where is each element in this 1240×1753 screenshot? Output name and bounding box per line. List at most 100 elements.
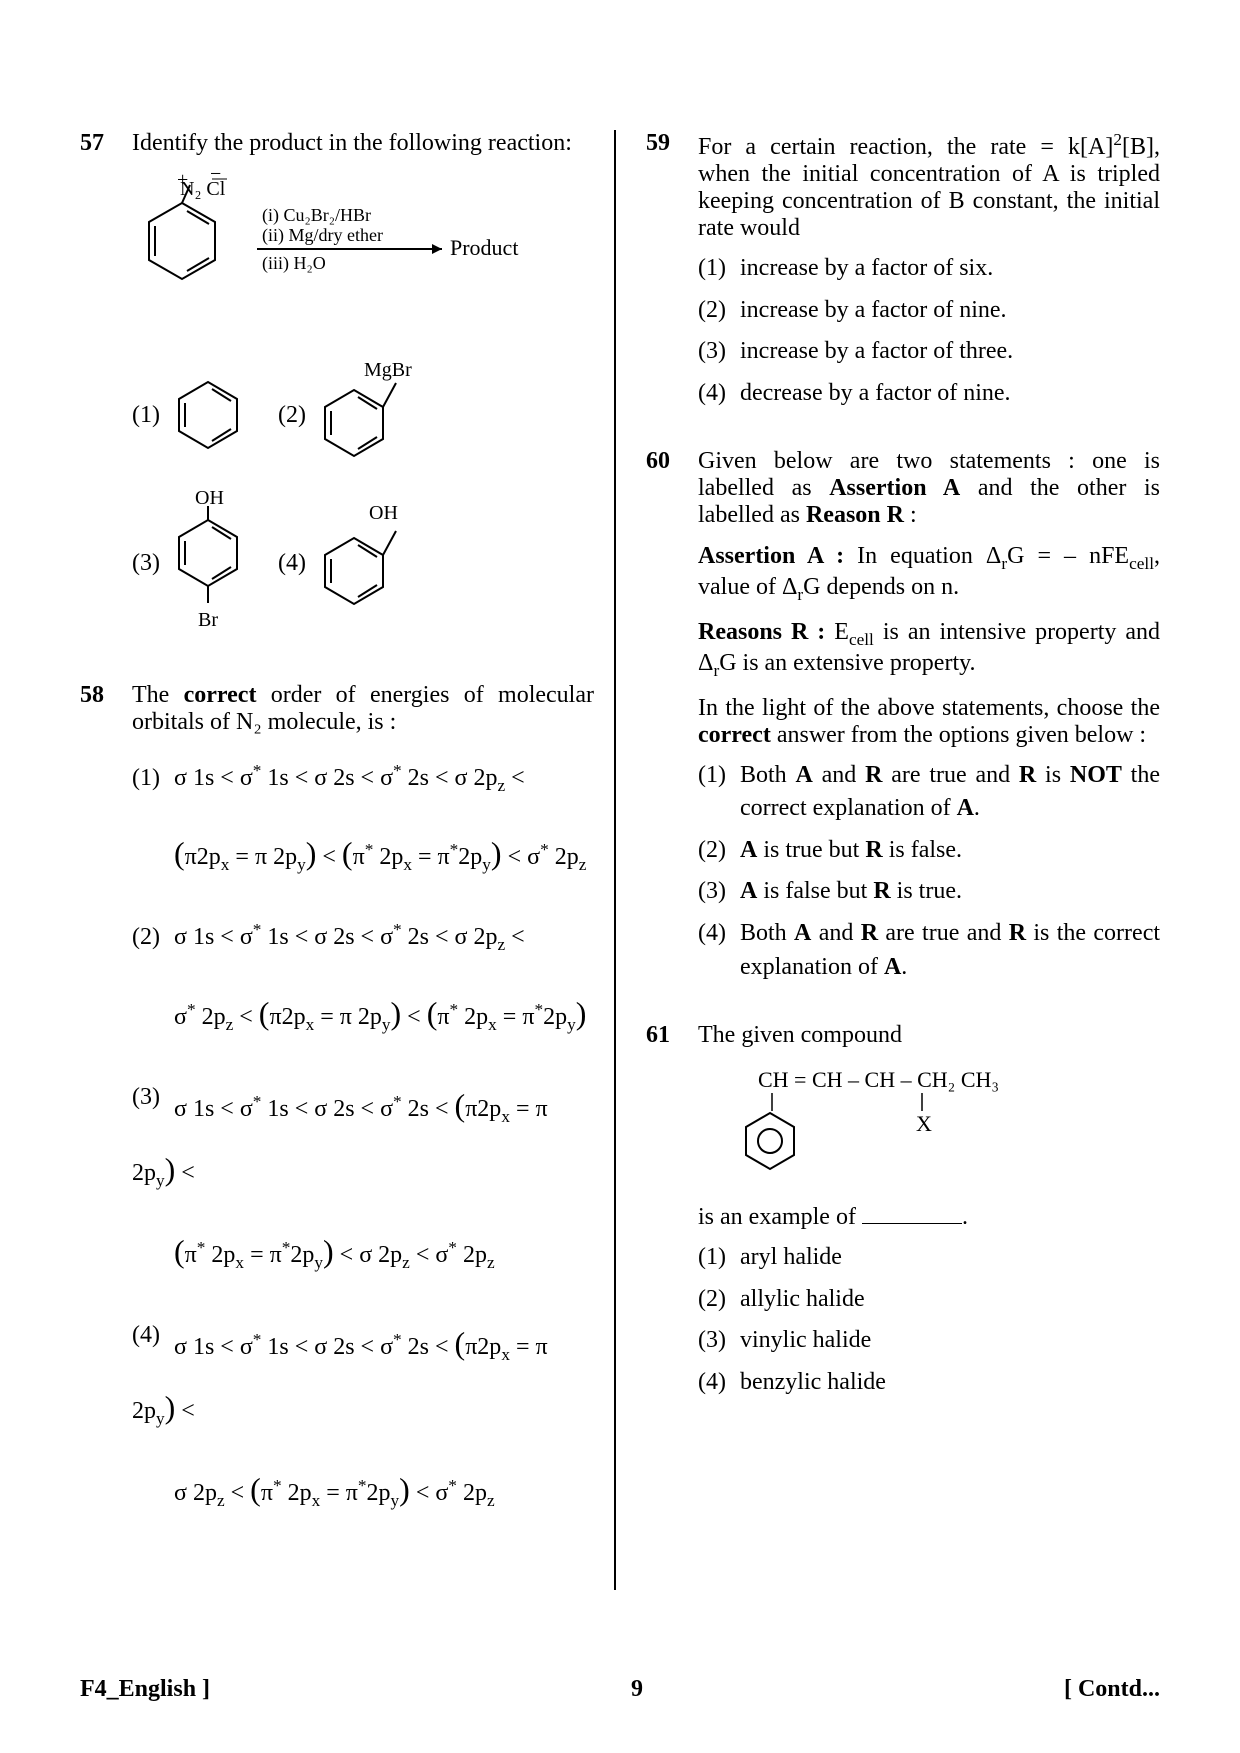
opt-label: (3) xyxy=(698,1324,740,1358)
q59-opt2: (2)increase by a factor of nine. xyxy=(698,294,1160,328)
question-body: For a certain reaction, the rate = k[A]2… xyxy=(698,130,1160,418)
t: R xyxy=(865,837,882,863)
t: Both xyxy=(740,762,795,788)
t: G depends on n. xyxy=(803,574,959,600)
t: : xyxy=(904,502,917,528)
q58-o2-l1: σ 1s < σ* 1s < σ 2s < σ* 2s < σ 2pz < xyxy=(174,924,525,950)
q58-opt3: (3)σ 1s < σ* 1s < σ 2s < σ* 2s < (π2px =… xyxy=(132,1073,594,1283)
t: is an example of xyxy=(698,1204,862,1230)
q58-t1: The xyxy=(132,682,184,708)
q57-opt1-svg xyxy=(168,370,248,460)
q60-reason: Reasons R : Ecell is an intensive proper… xyxy=(698,619,1160,681)
opt-label: (1) xyxy=(698,252,740,286)
opt-text: decrease by a factor of nine. xyxy=(740,377,1011,411)
question-58: 58 The correct order of energies of mole… xyxy=(80,682,594,1549)
q61-isexample: is an example of . xyxy=(698,1204,1160,1231)
t: . xyxy=(901,954,907,980)
q60-opt1: (1)Both A and R are true and R is NOT th… xyxy=(698,759,1160,826)
t: are true and xyxy=(878,920,1009,946)
question-60: 60 Given below are two statements : one … xyxy=(646,448,1160,992)
arrow-product-label: Product xyxy=(450,235,518,260)
compound-line1: CH = CH – CH – CH₂ CH₃ xyxy=(758,1067,999,1092)
q59-text: For a certain reaction, the rate = k[A]2… xyxy=(698,130,1160,242)
question-57: 57 Identify the product in the following… xyxy=(80,130,594,656)
q57-opt4-svg: OH xyxy=(314,503,414,623)
opt-text: increase by a factor of six. xyxy=(740,252,993,286)
label-mgbr: MgBr xyxy=(364,360,412,381)
t: E xyxy=(825,619,849,645)
footer-left: F4_English ] xyxy=(80,1676,210,1703)
question-text: Identify the product in the following re… xyxy=(132,130,594,157)
q61-compound-svg: CH = CH – CH – CH₂ CH₃ X xyxy=(698,1063,1058,1183)
q61-text: The given compound xyxy=(698,1022,1160,1049)
opt-text: Both A and R are true and R is the corre… xyxy=(740,917,1160,984)
page-content: 57 Identify the product in the following… xyxy=(80,130,1160,1590)
q61-opt3: (3)vinylic halide xyxy=(698,1324,1160,1358)
opt-label: (3) xyxy=(132,1073,174,1121)
t: cell xyxy=(849,630,874,649)
q61-opt2: (2)allylic halide xyxy=(698,1283,1160,1317)
q57-options-row1: (1) (2) MgBr xyxy=(132,360,594,470)
q61-opt1: (1)aryl halide xyxy=(698,1241,1160,1275)
opt-text: benzylic halide xyxy=(740,1366,886,1400)
t: In equation Δ xyxy=(844,543,1001,569)
q58-o3-l2: (π* 2px = π*2py) < σ 2pz < σ* 2pz xyxy=(174,1219,594,1283)
q57-opt3-label: (3) xyxy=(132,550,160,577)
opt-label: (3) xyxy=(698,875,740,909)
footer-right: [ Contd... xyxy=(1064,1676,1160,1703)
t: G = – nFE xyxy=(1007,543,1129,569)
t: is false. xyxy=(883,837,962,863)
column-divider xyxy=(614,130,616,1590)
question-number: 57 xyxy=(80,130,132,656)
q58-o1-l2: (π2px = π 2py) < (π* 2px = π*2py) < σ* 2… xyxy=(174,821,594,885)
q58-opt4: (4)σ 1s < σ* 1s < σ 2s < σ* 2s < (π2px =… xyxy=(132,1311,594,1521)
opt-text: allylic halide xyxy=(740,1283,865,1317)
q58-o4-l2: σ 2pz < (π* 2px = π*2py) < σ* 2pz xyxy=(174,1457,594,1521)
opt-label: (1) xyxy=(698,759,740,826)
question-59: 59 For a certain reaction, the rate = k[… xyxy=(646,130,1160,418)
q57-opt2-svg: MgBr xyxy=(314,360,414,470)
t: A xyxy=(884,954,901,980)
t: Assertion A xyxy=(829,475,960,501)
q57-reaction-svg: + − N₂ Cl (i) Cu₂Br₂/HBr (ii) Mg/dry eth… xyxy=(132,171,552,321)
opt-text: aryl halide xyxy=(740,1241,842,1275)
q60-assertion: Assertion A : In equation ΔrG = – nFEcel… xyxy=(698,543,1160,605)
opt-text: vinylic halide xyxy=(740,1324,871,1358)
reagent-2: (ii) Mg/dry ether xyxy=(262,225,383,246)
reagent-3: (iii) H₂O xyxy=(262,253,326,274)
question-number: 61 xyxy=(646,1022,698,1407)
t: G is an extensive property. xyxy=(719,650,975,676)
q57-opt2-label: (2) xyxy=(278,402,306,429)
question-body: The given compound CH = CH – CH – CH₂ CH… xyxy=(698,1022,1160,1407)
q59-opt4: (4)decrease by a factor of nine. xyxy=(698,377,1160,411)
q58-opt2: (2)σ 1s < σ* 1s < σ 2s < σ* 2s < σ 2pz <… xyxy=(132,913,594,1044)
label-br3: Br xyxy=(198,609,218,631)
label-oh4: OH xyxy=(369,503,398,524)
q60-choose: In the light of the above statements, ch… xyxy=(698,695,1160,749)
q58-o2-l2: σ* 2pz < (π2px = π 2py) < (π* 2px = π*2p… xyxy=(174,981,594,1045)
q57-opt3-pair: (3) OH Br xyxy=(132,488,248,638)
t: . xyxy=(974,795,980,821)
t: is true but xyxy=(757,837,865,863)
t: R xyxy=(861,920,878,946)
q58-text: The correct order of energies of molecul… xyxy=(132,682,594,736)
opt-text: Both A and R are true and R is NOT the c… xyxy=(740,759,1160,826)
q60-intro: Given below are two statements : one is … xyxy=(698,448,1160,529)
t: are true and xyxy=(882,762,1018,788)
t: R xyxy=(1009,920,1026,946)
opt-label: (4) xyxy=(132,1311,174,1359)
compound-x: X xyxy=(916,1111,932,1136)
t: A xyxy=(795,762,812,788)
right-column: 59 For a certain reaction, the rate = k[… xyxy=(636,130,1160,1590)
question-body: Given below are two statements : one is … xyxy=(698,448,1160,992)
t: and xyxy=(813,762,865,788)
q57-opt3-svg: OH Br xyxy=(168,488,248,638)
opt-label: (1) xyxy=(132,754,174,802)
q57-opt4-label: (4) xyxy=(278,550,306,577)
q60-opt3: (3)A is false but R is true. xyxy=(698,875,1160,909)
q60-opt4: (4)Both A and R are true and R is the co… xyxy=(698,917,1160,984)
t: A xyxy=(740,837,757,863)
question-number: 58 xyxy=(80,682,132,1549)
t: R xyxy=(873,878,890,904)
blank-line xyxy=(862,1223,962,1224)
